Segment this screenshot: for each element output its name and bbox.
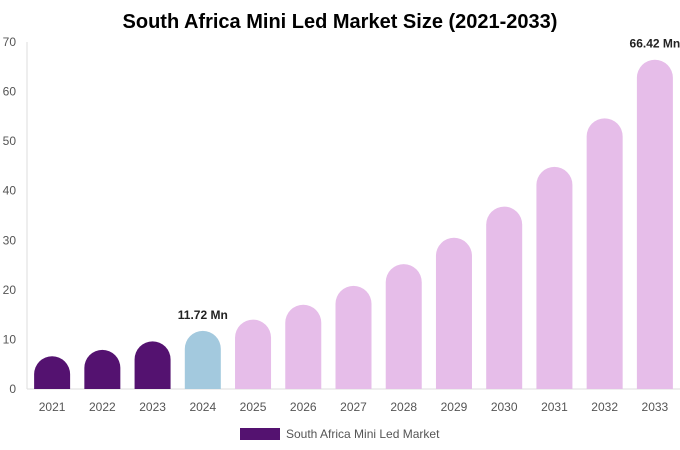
x-tick-label: 2031 [541,400,568,414]
bar-2030 [486,206,523,389]
bar-2024 [184,330,221,389]
x-tick-label: 2022 [89,400,116,414]
x-tick-label: 2025 [240,400,267,414]
bar-2022 [84,349,121,389]
x-tick-label: 2024 [189,400,216,414]
y-tick-label: 10 [3,332,17,346]
y-tick-label: 20 [3,283,17,297]
y-tick-label: 30 [3,233,17,247]
y-tick-label: 60 [3,85,17,99]
x-axis: 2021 2022 2023 2024 2025 2026 2027 2028 2029 2030… [39,400,669,414]
bar-2031 [536,166,573,389]
x-tick-label: 2026 [290,400,317,414]
y-tick-label: 40 [3,184,17,198]
x-tick-label: 2028 [390,400,417,414]
bar-2023 [134,341,171,389]
data-labels: 11.72 Mn 66.42 Mn [178,37,680,322]
y-tick-label: 0 [9,382,16,396]
bar-2033 [636,59,673,389]
x-tick-label: 2032 [591,400,618,414]
bar-2032 [586,118,623,389]
bar-2027 [335,285,372,389]
y-tick-label: 70 [3,35,17,49]
legend-swatch [240,428,280,440]
bar-2021 [34,356,71,389]
bar-2028 [385,264,422,389]
x-tick-label: 2027 [340,400,367,414]
bar-2029 [435,237,472,389]
x-tick-label: 2033 [642,400,669,414]
legend-label: South Africa Mini Led Market [286,427,440,441]
x-tick-label: 2030 [491,400,518,414]
chart-title: South Africa Mini Led Market Size (2021-… [123,11,558,33]
x-tick-label: 2023 [139,400,166,414]
y-axis: 0 10 20 30 40 50 60 70 [3,35,17,396]
data-label-2024: 11.72 Mn [178,308,228,322]
x-tick-label: 2029 [441,400,468,414]
bar-2026 [285,304,322,389]
bar-series [34,59,673,389]
legend: South Africa Mini Led Market [240,427,440,441]
x-tick-label: 2021 [39,400,66,414]
y-tick-label: 50 [3,134,17,148]
data-label-2033: 66.42 Mn [630,37,680,51]
bar-2025 [235,319,272,389]
